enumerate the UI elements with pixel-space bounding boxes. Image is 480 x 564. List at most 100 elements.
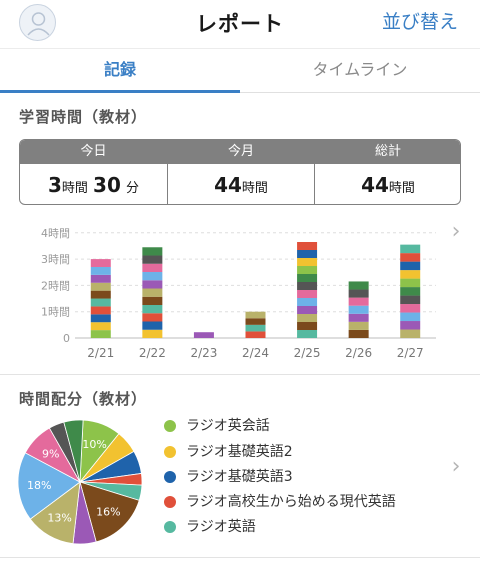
section-divider [0, 557, 480, 558]
today-hours: 3 [48, 173, 62, 197]
bar-segment [297, 242, 318, 251]
pie-slice-label: 10% [82, 438, 106, 451]
pie-slice [79, 481, 140, 543]
pie-slice-label: 16% [96, 505, 120, 518]
summary-total: 総計 44時間 [314, 140, 460, 204]
bar-segment [348, 297, 369, 306]
bar-segment [400, 270, 421, 279]
x-tick-label: 2/27 [397, 346, 424, 360]
allocation-title: 時間配分（教材） [19, 390, 148, 408]
user-avatar-icon [27, 12, 50, 36]
bar-segment [400, 278, 421, 288]
bar-segment [90, 330, 111, 338]
sort-button[interactable]: 並び替え [381, 11, 458, 33]
tab-bar: 記録 タイムライン [0, 48, 480, 93]
tab-record[interactable]: 記録 [103, 60, 136, 79]
bar-segment [297, 250, 318, 259]
y-tick-label: 2時間 [41, 279, 70, 292]
bar-segment [297, 282, 318, 291]
bar-segment [297, 274, 318, 283]
legend-dot [164, 521, 176, 533]
bar-segment [90, 298, 111, 307]
bar-segment [245, 311, 266, 319]
bar-segment [142, 305, 163, 314]
total-hours: 44 [361, 173, 389, 197]
pie-slice-label: 13% [47, 511, 71, 524]
allocation-pie-chart[interactable]: 10% 16% 13% 18% 9% [16, 418, 144, 546]
bar-segment [142, 296, 163, 306]
bar-segment [142, 272, 163, 281]
legend-dot [164, 420, 176, 432]
section-divider [0, 374, 480, 375]
bar-segment [90, 274, 111, 283]
bar-segment [245, 331, 266, 338]
bar-segment [142, 263, 163, 273]
chevron-right-icon[interactable]: › [451, 454, 461, 479]
bar-segment [297, 290, 318, 299]
summary-label-month: 今月 [227, 144, 254, 159]
today-minutes: 30 [93, 173, 121, 197]
bar-segment [142, 280, 163, 289]
avatar[interactable] [19, 4, 56, 41]
daily-study-bar-chart[interactable]: 0 1時間 2時間 3時間 4時間 2/21 2/22 2/23 2/24 2/25 2/26 2/2… [0, 222, 480, 372]
bar-segment [90, 322, 111, 331]
study-time-title: 学習時間（教材） [19, 108, 148, 126]
summary-label-total: 総計 [374, 144, 401, 159]
bar-segment [245, 324, 266, 332]
study-time-summary: 今日 3時間 30 分 今月 44時間 総計 44時間 [19, 139, 461, 205]
summary-value-today: 3時間 30 分 [20, 166, 167, 204]
bar-segment [348, 305, 369, 314]
total-hours-unit: 時間 [388, 181, 415, 196]
page-title: レポート [196, 12, 284, 36]
bar-segment [297, 298, 318, 307]
pie-slice [17, 452, 81, 520]
legend-label: ラジオ英語 [186, 519, 256, 535]
chevron-right-icon[interactable]: › [451, 219, 461, 244]
bar-segment [90, 266, 111, 275]
legend-dot [164, 496, 176, 508]
month-hours: 44 [214, 173, 242, 197]
pie-slice-label: 9% [42, 447, 59, 460]
tab-timeline[interactable]: タイムライン [312, 60, 408, 79]
bar-segment [400, 287, 421, 296]
bar-segment [297, 314, 318, 323]
x-tick-label: 2/22 [139, 346, 166, 360]
bar-segment [142, 247, 163, 256]
bar-segment [400, 253, 421, 262]
month-hours-unit: 時間 [241, 181, 268, 196]
bar-segment [400, 244, 421, 254]
y-tick-label: 3時間 [41, 253, 70, 266]
legend-label: ラジオ英会話 [186, 418, 270, 434]
summary-label-today: 今日 [80, 144, 107, 159]
bar-segment [297, 266, 318, 275]
summary-header-band [20, 140, 460, 164]
bar-segment [142, 288, 163, 297]
summary-today: 今日 3時間 30 分 [20, 140, 167, 204]
x-tick-label: 2/23 [190, 346, 217, 360]
today-minutes-unit: 分 [125, 181, 139, 196]
bar-segment [400, 321, 421, 330]
legend-dot [164, 471, 176, 483]
y-tick-label: 1時間 [41, 306, 70, 319]
bar-segment [142, 313, 163, 322]
legend-label: ラジオ基礎英語3 [186, 469, 293, 485]
header: レポート 並び替え [0, 0, 480, 44]
y-tick-label: 0 [63, 332, 70, 345]
bar-segment [142, 255, 163, 264]
bar-segment [348, 313, 369, 322]
bar-segment [297, 322, 318, 331]
bar-segment [348, 281, 369, 290]
y-tick-label: 4時間 [41, 227, 70, 240]
bar-segment [142, 321, 163, 330]
summary-month: 今月 44時間 [167, 140, 314, 204]
bar-segment [348, 329, 369, 338]
bar-segment [400, 329, 421, 338]
bar-segment [297, 258, 318, 267]
bar-segment [348, 321, 369, 330]
x-tick-label: 2/26 [345, 346, 372, 360]
x-tick-label: 2/21 [87, 346, 114, 360]
bar-segment [90, 282, 111, 291]
legend-dot [164, 446, 176, 458]
x-tick-label: 2/24 [242, 346, 269, 360]
